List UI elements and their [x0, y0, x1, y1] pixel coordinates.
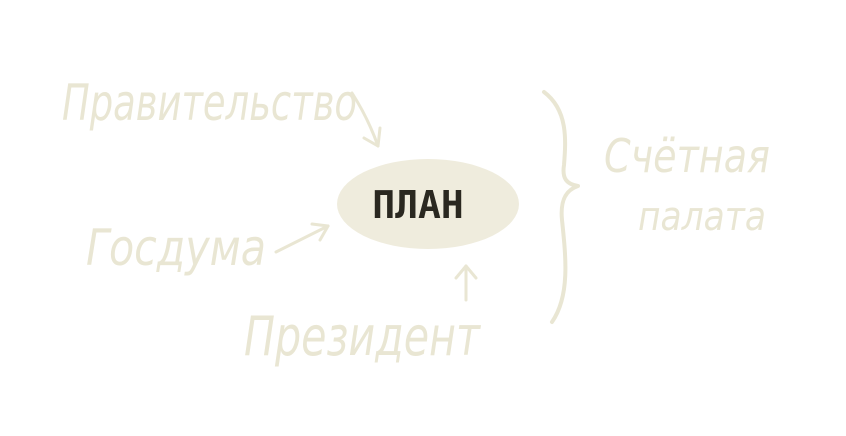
source-government-label: Правительство [62, 74, 357, 132]
plan-label: ПЛАН [372, 183, 464, 227]
overseer-label-line1: Счётная [604, 129, 770, 183]
source-duma-label: Госдума [86, 219, 266, 277]
source-president-label: Президент [244, 305, 481, 368]
overseer-label-line2: палата [638, 194, 766, 240]
grouping-brace [544, 92, 578, 322]
